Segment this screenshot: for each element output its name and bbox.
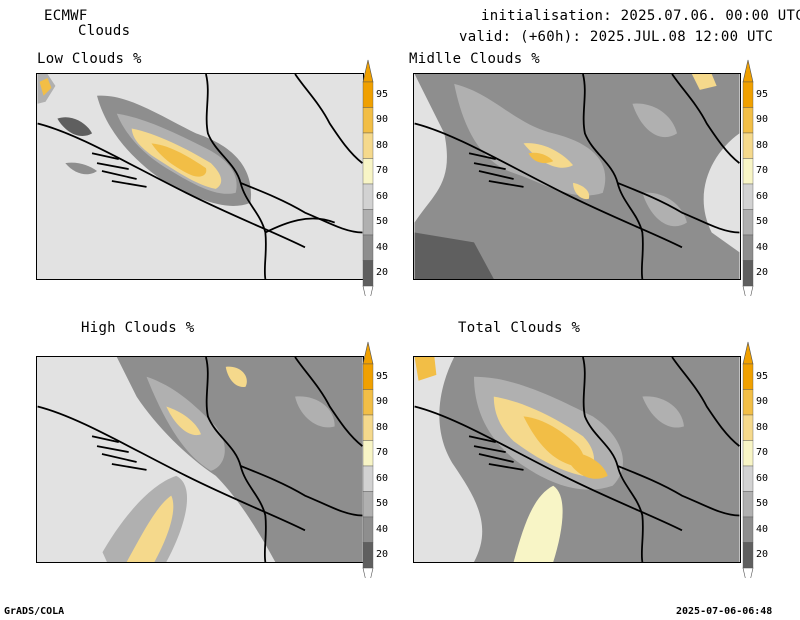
colorbar-top-triangle — [742, 341, 754, 365]
panel-title-middle: Midlle Clouds % — [409, 51, 540, 67]
colorbar-swatch — [742, 81, 754, 108]
colorbar-low: 95 90 80 70 60 50 40 20 — [360, 58, 408, 296]
colorbar-swatch — [742, 260, 754, 287]
valid-time: valid: (+60h): 2025.JUL.08 12:00 UTC — [459, 29, 774, 45]
colorbar-label: 50 — [756, 498, 769, 510]
colorbar-swatches — [362, 341, 374, 578]
colorbar-label: 20 — [376, 549, 389, 561]
colorbar-label: 95 — [376, 88, 389, 100]
footer-software: GrADS/COLA — [4, 606, 65, 617]
total-clouds-map — [414, 357, 740, 562]
colorbar-swatch — [362, 363, 374, 390]
colorbar-label: 40 — [376, 523, 389, 535]
colorbar-swatch — [362, 414, 374, 441]
colorbar-swatches — [742, 59, 754, 296]
colorbar-label: 20 — [756, 267, 769, 279]
colorbar-label: 20 — [756, 549, 769, 561]
colorbar-label: 90 — [756, 114, 769, 126]
colorbar-swatch — [362, 132, 374, 159]
colorbar-top-triangle — [362, 341, 374, 365]
colorbar-bottom-triangle — [362, 567, 374, 578]
colorbar-top-triangle — [362, 59, 374, 83]
colorbar-swatch — [742, 363, 754, 390]
colorbar-swatch — [742, 234, 754, 261]
map-panel-middle-clouds — [413, 73, 741, 280]
colorbar-swatch — [362, 491, 374, 518]
colorbar-label: 70 — [376, 447, 389, 459]
colorbar-bottom-triangle — [362, 285, 374, 296]
colorbar-swatch — [742, 414, 754, 441]
colorbar-label: 95 — [756, 370, 769, 382]
colorbar-swatches — [362, 59, 374, 296]
colorbar-label: 60 — [756, 472, 769, 484]
colorbar-swatch — [362, 81, 374, 108]
colorbar-swatch — [362, 209, 374, 236]
initialisation-time: initialisation: 2025.07.06. 00:00 UTC — [481, 8, 800, 24]
footer-timestamp: 2025-07-06-06:48 — [676, 606, 773, 617]
colorbar-label: 90 — [756, 396, 769, 408]
high-clouds-map — [37, 357, 363, 562]
colorbar-swatch — [362, 107, 374, 134]
model-label: ECMWF — [44, 8, 88, 24]
colorbar-label: 90 — [376, 114, 389, 126]
colorbar-swatch — [742, 542, 754, 569]
colorbar-top-triangle — [742, 59, 754, 83]
colorbar-bottom-triangle — [742, 567, 754, 578]
colorbar-total: 95 90 80 70 60 50 40 20 — [740, 340, 788, 578]
colorbar-swatch — [742, 516, 754, 543]
middle-clouds-map — [414, 74, 740, 279]
colorbar-swatch — [362, 260, 374, 287]
colorbar-swatch — [742, 440, 754, 467]
colorbar-label: 80 — [376, 139, 389, 151]
colorbar-swatch — [362, 516, 374, 543]
colorbar-label: 20 — [376, 267, 389, 279]
colorbar-label: 80 — [376, 421, 389, 433]
colorbar-label: 50 — [376, 216, 389, 228]
colorbar-swatches — [742, 341, 754, 578]
colorbar-label: 95 — [376, 370, 389, 382]
colorbar-swatch — [742, 465, 754, 492]
colorbar-label: 80 — [756, 421, 769, 433]
colorbar-label: 60 — [756, 190, 769, 202]
colorbar-label: 95 — [756, 88, 769, 100]
colorbar-swatch — [362, 158, 374, 185]
colorbar-swatch — [362, 440, 374, 467]
colorbar-middle: 95 90 80 70 60 50 40 20 — [740, 58, 788, 296]
colorbar-swatch — [742, 183, 754, 210]
colorbar-label: 40 — [756, 241, 769, 253]
colorbar-label: 50 — [756, 216, 769, 228]
low-clouds-map — [37, 74, 363, 279]
colorbar-label: 60 — [376, 472, 389, 484]
colorbar-label: 70 — [756, 165, 769, 177]
colorbar-label: 80 — [756, 139, 769, 151]
colorbar-label: 40 — [376, 241, 389, 253]
colorbar-swatch — [362, 542, 374, 569]
colorbar-swatch — [742, 209, 754, 236]
colorbar-label: 90 — [376, 396, 389, 408]
colorbar-swatch — [742, 158, 754, 185]
colorbar-swatch — [742, 389, 754, 416]
colorbar-swatch — [362, 465, 374, 492]
map-panel-high-clouds — [36, 356, 364, 563]
panel-title-high: High Clouds % — [81, 320, 195, 336]
colorbar-label: 60 — [376, 190, 389, 202]
colorbar-bottom-triangle — [742, 285, 754, 296]
colorbar-label: 70 — [756, 447, 769, 459]
colorbar-label: 40 — [756, 523, 769, 535]
map-panel-total-clouds — [413, 356, 741, 563]
colorbar-swatch — [362, 389, 374, 416]
colorbar-high: 95 90 80 70 60 50 40 20 — [360, 340, 408, 578]
colorbar-swatch — [362, 183, 374, 210]
panel-title-total: Total Clouds % — [458, 320, 581, 336]
map-panel-low-clouds — [36, 73, 364, 280]
colorbar-swatch — [742, 107, 754, 134]
colorbar-swatch — [362, 234, 374, 261]
panel-title-low: Low Clouds % — [37, 51, 142, 67]
colorbar-label: 50 — [376, 498, 389, 510]
colorbar-label: 70 — [376, 165, 389, 177]
product-label: Clouds — [78, 23, 131, 39]
colorbar-swatch — [742, 132, 754, 159]
colorbar-swatch — [742, 491, 754, 518]
